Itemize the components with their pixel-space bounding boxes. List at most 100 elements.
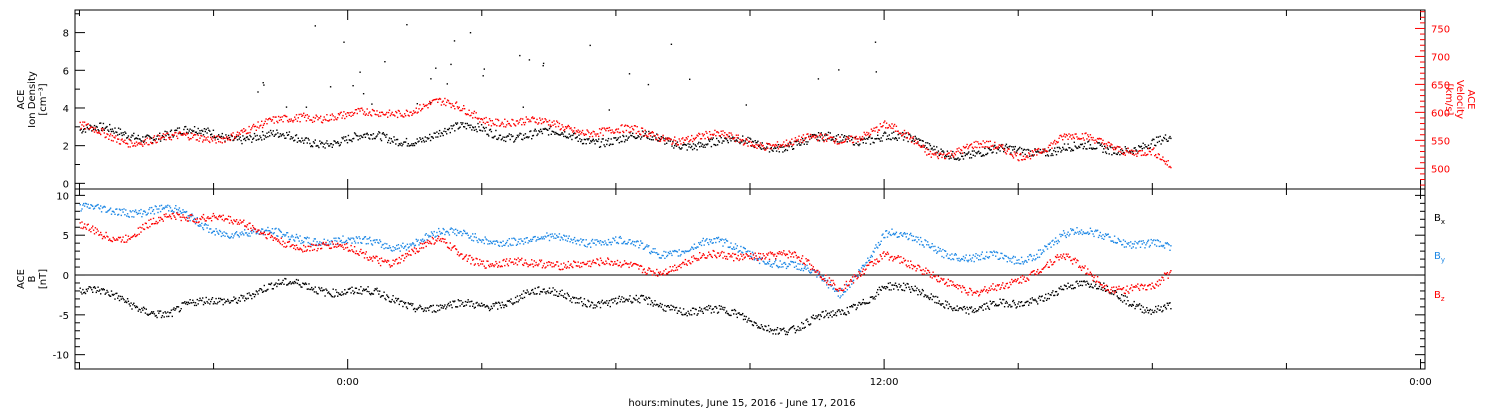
data-point [923,145,924,146]
data-point [617,302,618,303]
data-point [662,135,663,136]
data-point [915,136,916,137]
data-point [822,136,823,137]
data-point [998,146,999,147]
data-point [109,209,110,210]
data-point [961,150,962,151]
data-point [824,134,825,135]
data-point [1144,144,1145,145]
data-point [122,138,123,139]
data-point [839,309,840,310]
data-point [684,252,685,253]
data-point [308,288,309,289]
data-point [552,125,553,126]
data-point [679,140,680,141]
data-point [306,284,307,285]
data-point [999,150,1000,151]
data-point [600,146,601,147]
data-point [1030,298,1031,299]
data-point [647,136,648,137]
data-point [613,238,614,239]
data-point [1028,259,1029,260]
data-point [514,140,515,141]
data-point [571,129,572,130]
data-point [568,137,569,138]
data-point [422,239,423,240]
data-point [856,136,857,137]
data-point [933,146,934,147]
data-point [729,132,730,133]
data-point [603,242,604,243]
data-point [732,136,733,137]
data-point [461,110,462,111]
data-point [501,307,502,308]
data-point [489,118,490,119]
data-point [559,233,560,234]
data-point [701,138,702,139]
data-point [456,124,457,125]
data-point [313,141,314,142]
data-point [849,140,850,141]
data-point [124,214,125,215]
data-point [1093,140,1094,141]
data-point [418,244,419,245]
data-point [721,240,722,241]
data-point [598,301,599,302]
data-point [187,304,188,305]
data-point [283,135,284,136]
data-point [992,152,993,153]
data-point [754,145,755,146]
data-point [87,127,88,128]
data-point [502,123,503,124]
data-point [1043,301,1044,302]
data-point [368,291,369,292]
data-point [667,139,668,140]
data-point [888,138,889,139]
data-point [711,312,712,313]
data-point [1060,135,1061,136]
data-point [710,134,711,135]
data-point [1054,241,1055,242]
data-point [459,232,460,233]
data-point [1067,232,1068,233]
data-point [673,307,674,308]
data-point [134,211,135,212]
data-point [502,246,503,247]
data-point [476,112,477,113]
data-point [116,293,117,294]
data-point [1025,154,1026,155]
data-point [514,238,515,239]
data-point [199,130,200,131]
data-point [974,142,975,143]
data-point [767,330,768,331]
data-point [1014,149,1015,150]
data-point [900,133,901,134]
data-point [863,142,864,143]
data-point [388,297,389,298]
data-point [196,132,197,133]
data-point [527,291,528,292]
data-point [222,133,223,134]
data-point [608,130,609,131]
data-point [317,119,318,120]
data-point [189,130,190,131]
data-point [1081,281,1082,282]
data-point [707,309,708,310]
data-point [1154,310,1155,311]
data-point [199,298,200,299]
data-point [290,239,291,240]
data-point [491,131,492,132]
data-point [253,124,254,125]
data-point [898,134,899,135]
data-point [494,136,495,137]
data-point [242,297,243,298]
data-point [142,310,143,311]
data-point [505,141,506,142]
data-point [1099,286,1100,287]
data-point [295,237,296,238]
data-point [676,143,677,144]
data-point [713,308,714,309]
data-point [932,149,933,150]
data-point [621,296,622,297]
data-point [390,247,391,248]
